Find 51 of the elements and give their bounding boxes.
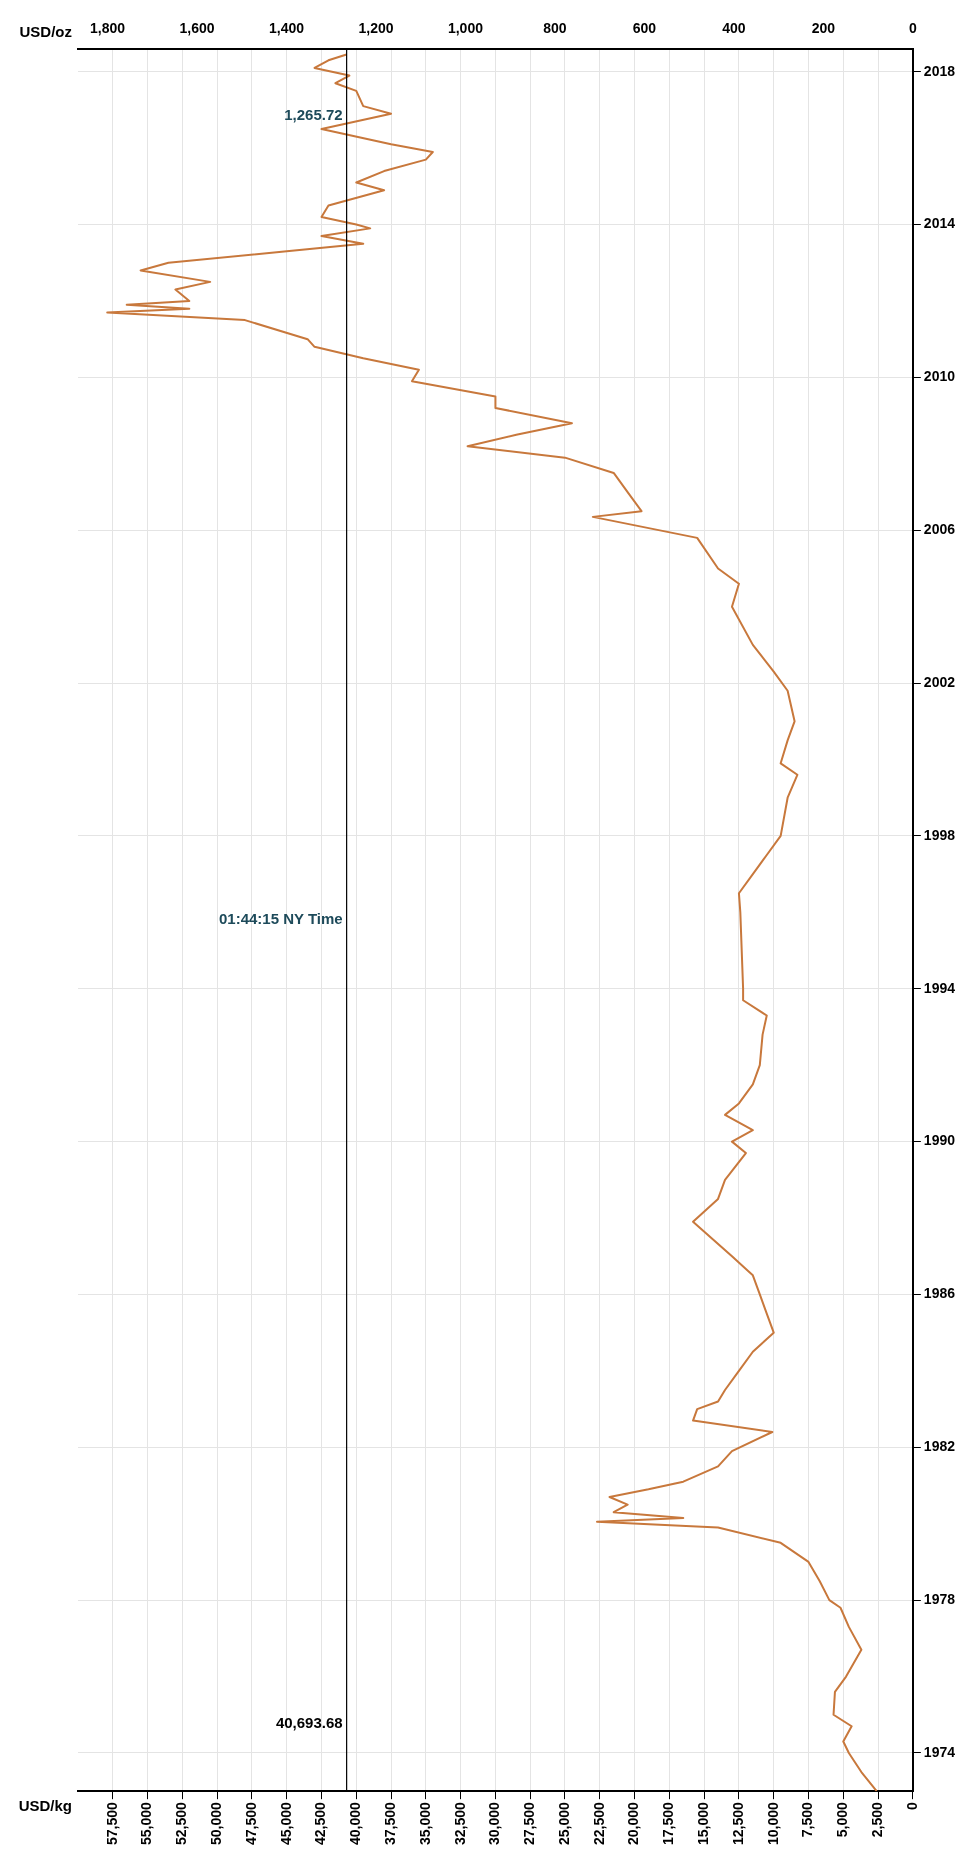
x2-tick-label: 1,400 [268, 20, 305, 37]
x-tick-label: 22,500 [590, 1801, 607, 1846]
x2-tick-label: 1,000 [447, 20, 484, 37]
x-tick-label: 35,000 [416, 1801, 433, 1846]
x2-tick-label: 400 [722, 20, 746, 37]
x-tick-label: 52,500 [173, 1801, 190, 1846]
x2-tick-label: 1,600 [179, 20, 215, 37]
x-tick-label: 42,500 [312, 1801, 329, 1846]
x-tick-label: 20,000 [625, 1801, 642, 1846]
y-tick-label: 2018 [923, 62, 956, 79]
x-tick-label: 27,500 [521, 1801, 538, 1846]
x-tick-label: 17,500 [660, 1801, 677, 1846]
x2-tick-label: 200 [811, 20, 836, 37]
x-tick-label: 45,000 [277, 1801, 294, 1846]
x-tick-label: 30,000 [486, 1801, 503, 1846]
y-tick-label: 1994 [923, 979, 956, 996]
x-tick-label: 47,500 [242, 1801, 259, 1846]
x2-tick-label: 0 [908, 20, 917, 37]
y-tick-label: 1986 [923, 1285, 956, 1302]
x-tick-label: 57,500 [103, 1801, 120, 1846]
y-tick-label: 1982 [923, 1438, 956, 1455]
y-tick-label: 1978 [923, 1590, 956, 1607]
x-tick-label: 32,500 [451, 1801, 468, 1846]
x-tick-label: 12,500 [729, 1801, 746, 1846]
x-tick-label: 25,000 [555, 1801, 572, 1846]
y-tick-label: 1974 [923, 1743, 956, 1760]
ref-line-label: 40,693.68 [275, 1713, 343, 1731]
x-tick-label: 10,000 [764, 1801, 781, 1846]
x-tick-label: 5,000 [834, 1801, 851, 1838]
y-tick-label: 2002 [923, 673, 956, 690]
x-tick-label: 7,500 [799, 1801, 816, 1838]
x2-axis-title: USD/oz [19, 23, 72, 41]
y-tick-label: 2010 [923, 368, 956, 385]
x2-tick-label: 800 [543, 20, 567, 37]
x-tick-label: 40,000 [347, 1801, 364, 1846]
annotation: 01:44:15 NY Time [218, 910, 343, 928]
x-tick-label: 15,000 [695, 1801, 711, 1846]
x-tick-label: 37,500 [381, 1801, 398, 1846]
x-axis-title: USD/kg [18, 1796, 72, 1814]
y-tick-label: 1990 [923, 1132, 956, 1149]
x-tick-label: 50,000 [208, 1801, 224, 1846]
x-tick-label: 0 [903, 1801, 920, 1810]
y-tick-label: 2006 [923, 521, 956, 538]
x2-tick-label: 1,800 [90, 20, 126, 37]
x2-tick-label: 1,200 [358, 20, 394, 37]
x-tick-label: 55,000 [138, 1801, 155, 1846]
x-tick-label: 2,500 [868, 1801, 885, 1838]
x2-tick-label: 600 [632, 20, 657, 37]
y-tick-label: 1998 [923, 826, 956, 843]
y-tick-label: 2014 [923, 215, 956, 232]
annotation: 1,265.72 [284, 106, 343, 124]
